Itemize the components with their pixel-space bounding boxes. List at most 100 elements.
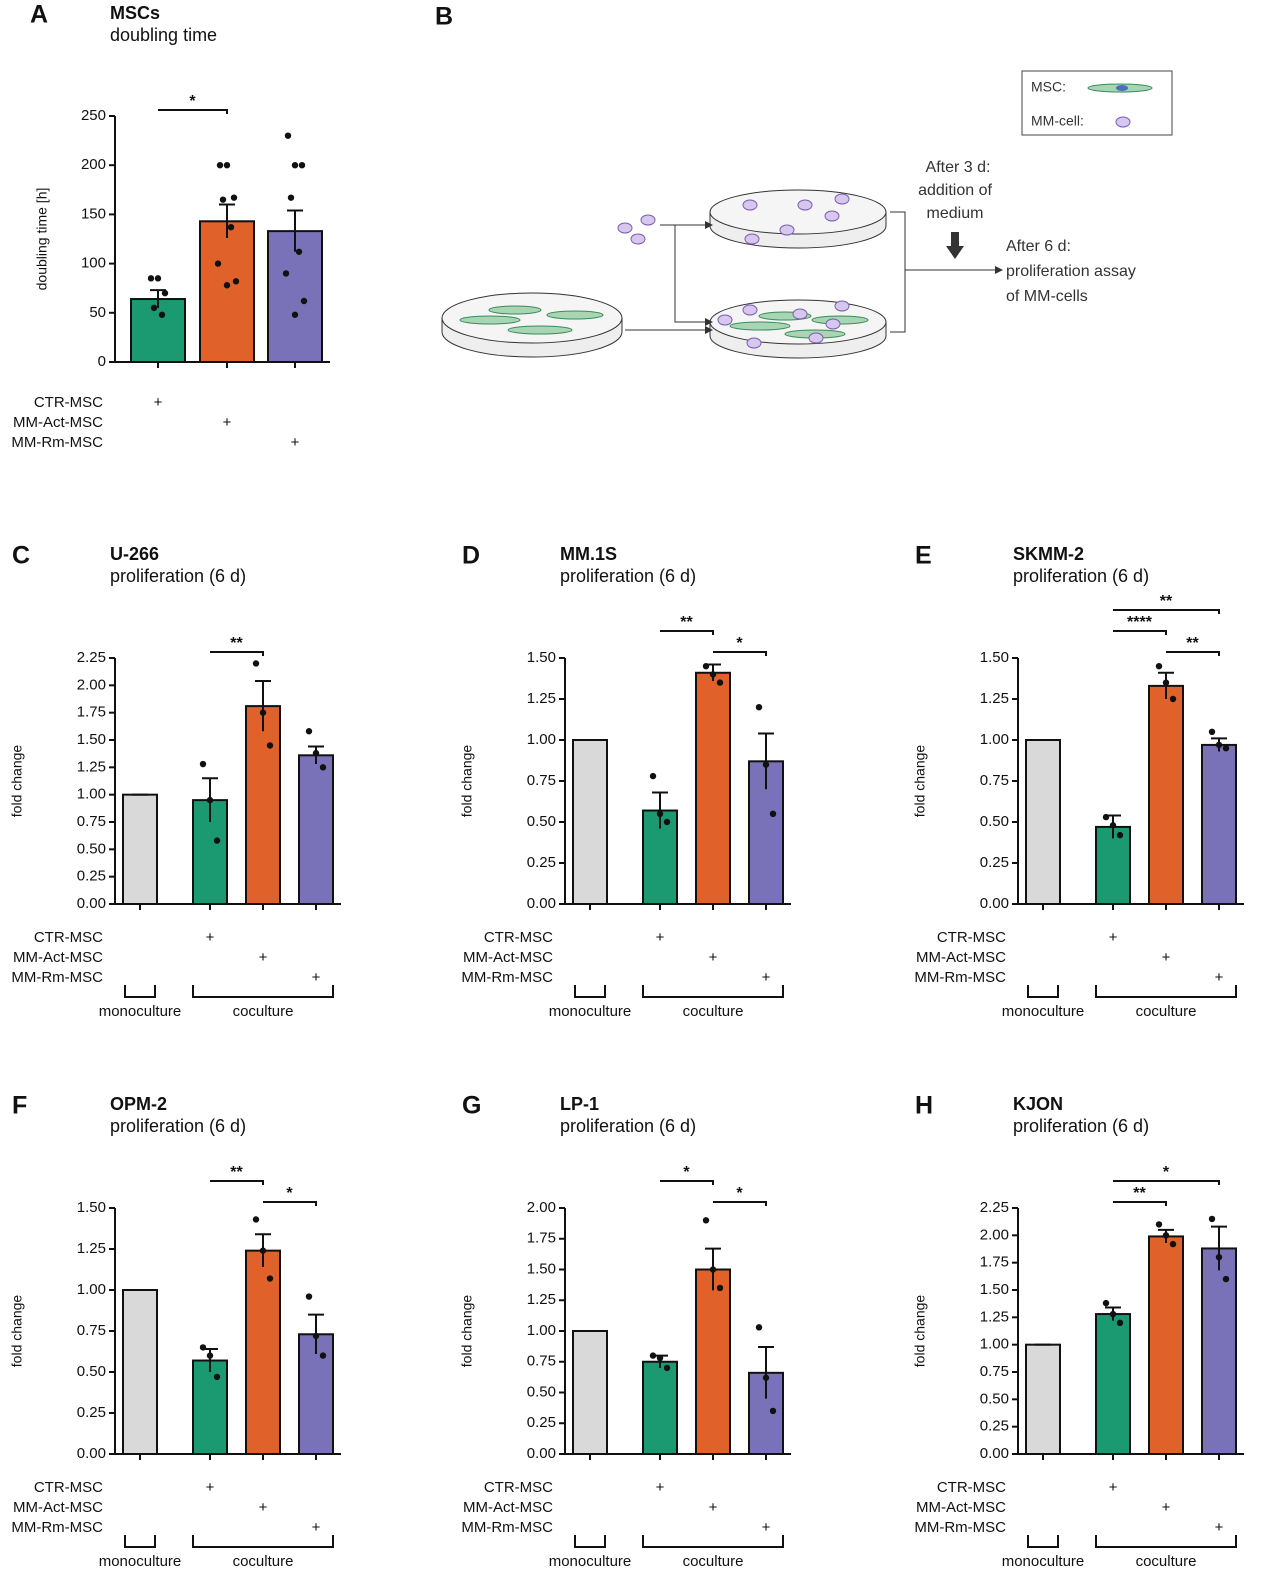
data-point	[1109, 1310, 1117, 1318]
data-point	[223, 282, 231, 289]
y-tick-label: 0.00	[77, 895, 106, 912]
condition-mark: +	[312, 1519, 321, 1536]
bar	[122, 793, 158, 906]
arrowheads	[705, 221, 1003, 334]
y-tick-label: 0.00	[77, 1445, 106, 1462]
note-6d: of MM-cells	[1006, 288, 1088, 305]
y-axis-label: fold change	[912, 1295, 928, 1368]
data-point	[1222, 1275, 1230, 1283]
chart-subtitle: proliferation (6 d)	[110, 566, 246, 586]
data-point	[216, 162, 224, 169]
condition-mark: +	[206, 929, 215, 946]
panel-letter: C	[12, 542, 30, 570]
condition-mark: +	[1162, 949, 1171, 966]
data-point	[227, 223, 235, 231]
significance-label: ****	[1127, 614, 1153, 631]
y-axis-label: fold change	[9, 745, 25, 818]
significance-bracket	[660, 1180, 714, 1185]
bar	[1025, 739, 1061, 905]
data-point	[1155, 663, 1163, 670]
mm-icon	[1115, 116, 1131, 128]
data-point	[1116, 1319, 1124, 1327]
data-point	[709, 1266, 717, 1273]
dish-rim	[709, 189, 887, 235]
significance-label: **	[1186, 635, 1199, 652]
group-label: coculture	[683, 1553, 744, 1570]
error-bar	[150, 289, 166, 308]
y-tick-label: 1.25	[527, 1291, 556, 1308]
condition-mark: +	[291, 434, 300, 451]
y-axis-label: doubling time [h]	[34, 188, 50, 291]
condition-label: MM-Rm-MSC	[11, 434, 103, 451]
note-3d: medium	[927, 205, 984, 222]
chart-subtitle: proliferation (6 d)	[1013, 566, 1149, 586]
data-point	[716, 1284, 724, 1292]
data-point	[1169, 1240, 1177, 1248]
condition-label: MM-Rm-MSC	[914, 1519, 1006, 1536]
significance-label: *	[189, 93, 196, 110]
y-tick-label: 1.00	[980, 1336, 1009, 1353]
significance-bracket	[713, 651, 767, 656]
data-point	[206, 1352, 214, 1359]
panel-letter: B	[435, 3, 453, 31]
condition-mark: +	[1162, 1499, 1171, 1516]
y-tick-label: 1.25	[77, 1240, 106, 1257]
chart-title: OPM-2	[110, 1094, 167, 1114]
data-point	[206, 796, 214, 804]
chart-subtitle: doubling time	[110, 25, 217, 45]
significance-label: **	[680, 614, 693, 631]
data-point	[755, 1324, 763, 1331]
y-tick-label: 0.50	[77, 840, 106, 857]
significance-bracket	[1113, 1201, 1167, 1206]
group-bracket	[1095, 985, 1237, 998]
condition-label: MM-Rm-MSC	[11, 969, 103, 986]
data-point	[762, 1374, 770, 1381]
data-point	[1109, 822, 1117, 829]
condition-mark: +	[312, 969, 321, 986]
error-bar	[1158, 671, 1174, 699]
y-axis-label: fold change	[912, 745, 928, 818]
data-point	[223, 162, 231, 169]
bar	[695, 671, 731, 906]
condition-label: MM-Act-MSC	[916, 949, 1006, 966]
data-point	[213, 1373, 221, 1381]
arrows	[625, 211, 995, 333]
significance-bracket	[158, 109, 228, 114]
data-point	[298, 162, 306, 169]
y-tick-label: 0.00	[527, 1445, 556, 1462]
y-tick-label: 1.00	[527, 1322, 556, 1339]
condition-label: CTR-MSC	[484, 929, 553, 946]
msc-nucleus	[1116, 85, 1128, 91]
data-point	[214, 260, 222, 267]
bar	[1148, 684, 1184, 905]
data-point	[213, 837, 221, 844]
condition-mark: +	[656, 1479, 665, 1496]
mm-cells	[617, 193, 850, 349]
data-point	[284, 132, 292, 139]
legend-box	[1021, 70, 1173, 136]
y-tick-label: 0.50	[980, 813, 1009, 830]
group-bracket	[124, 1535, 156, 1548]
y-tick-label: 1.25	[980, 690, 1009, 707]
y-tick-label: 200	[81, 156, 106, 173]
data-point	[154, 275, 162, 282]
y-tick-label: 2.00	[527, 1199, 556, 1216]
data-point	[282, 270, 290, 277]
y-tick-label: 1.00	[527, 731, 556, 748]
group-label: monoculture	[1002, 1553, 1085, 1570]
chart-subtitle: proliferation (6 d)	[1013, 1116, 1149, 1136]
y-tick-label: 1.75	[77, 704, 106, 721]
bar	[1025, 1343, 1061, 1455]
significance-bracket	[263, 1201, 317, 1206]
group-bracket	[574, 1535, 606, 1548]
bar	[572, 739, 608, 905]
y-tick-label: 0.75	[527, 772, 556, 789]
bar	[1201, 743, 1237, 905]
y-tick-label: 1.25	[527, 690, 556, 707]
data-point	[199, 1344, 207, 1351]
y-tick-label: 1.50	[77, 731, 106, 748]
y-tick-label: 1.25	[980, 1308, 1009, 1325]
panel-letter: A	[30, 1, 48, 29]
significance-label: *	[736, 1185, 743, 1202]
y-tick-label: 2.25	[77, 649, 106, 666]
